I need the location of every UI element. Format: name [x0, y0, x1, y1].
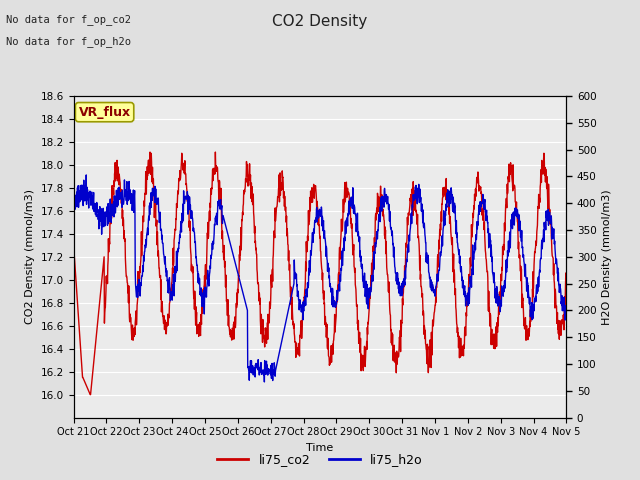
Text: VR_flux: VR_flux	[79, 106, 131, 119]
Text: No data for f_op_h2o: No data for f_op_h2o	[6, 36, 131, 47]
Text: No data for f_op_co2: No data for f_op_co2	[6, 14, 131, 25]
Y-axis label: H2O Density (mmol/m3): H2O Density (mmol/m3)	[602, 189, 612, 324]
Legend: li75_co2, li75_h2o: li75_co2, li75_h2o	[212, 448, 428, 471]
Text: CO2 Density: CO2 Density	[273, 14, 367, 29]
X-axis label: Time: Time	[307, 443, 333, 453]
Y-axis label: CO2 Density (mmol/m3): CO2 Density (mmol/m3)	[25, 189, 35, 324]
